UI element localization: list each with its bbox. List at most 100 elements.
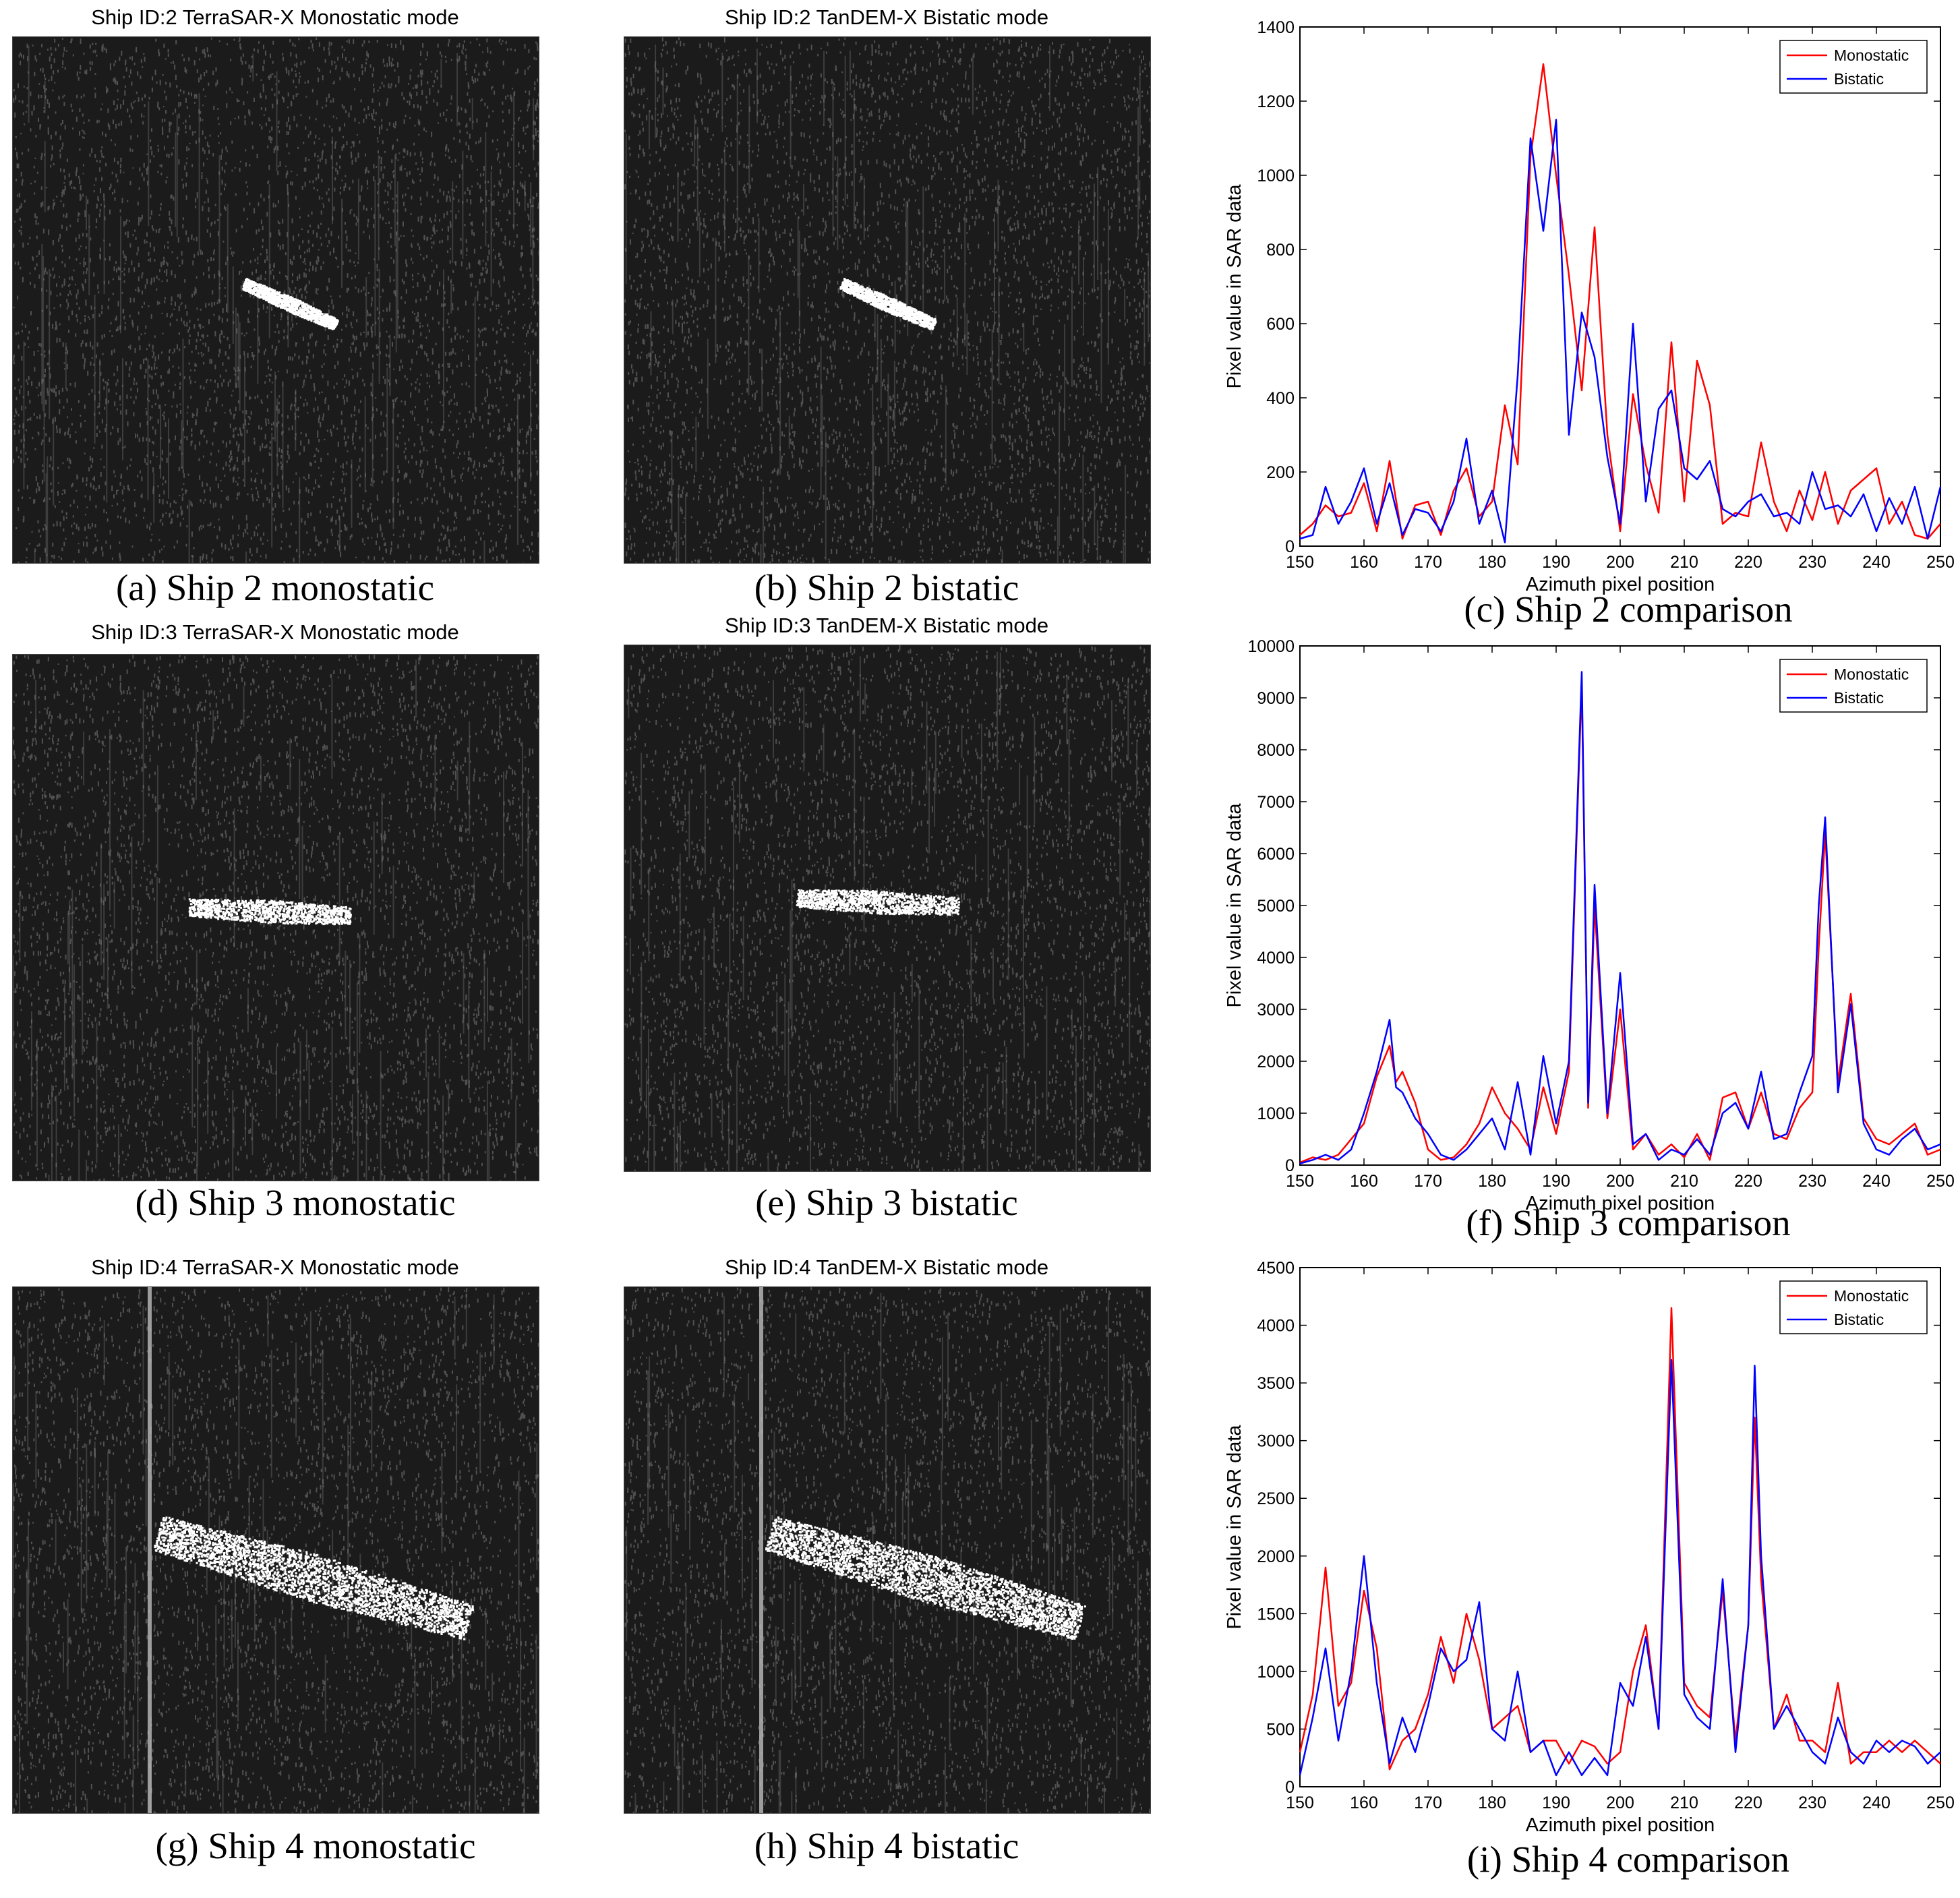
legend-label: Monostatic [1834,665,1909,683]
y-tick-label: 4000 [1257,949,1295,968]
ship-target [154,1516,475,1640]
x-tick-label: 160 [1350,1172,1378,1191]
legend-label: Monostatic [1834,47,1909,64]
sar-canvas [13,1287,539,1813]
chart-svg: 150 160 170 180 190 200 210 220 230 240 2500500100… [1224,1259,1955,1836]
plot-area [1299,26,1941,547]
x-tick-label: 230 [1798,553,1827,572]
y-tick-label: 0 [1285,1778,1295,1797]
chart-svg: 150 160 170 180 190 200 210 220 230 240 250 0 1000 20… [1224,637,1955,1214]
legend-box [1779,1280,1928,1334]
y-tick-label: 5000 [1257,897,1295,916]
caption-e: (e) Ship 3 bistatic [755,1182,1018,1223]
x-tick-label: 170 [1414,1793,1442,1812]
x-tick-label: 240 [1862,1793,1891,1812]
y-tick-label: 8000 [1257,741,1295,760]
y-tick-label: 4000 [1257,1317,1295,1336]
y-tick-label: 0 [1285,537,1295,556]
x-axis-label: Azimuth pixel position [1526,1814,1715,1836]
y-tick-label: 3500 [1257,1374,1295,1393]
x-tick-label: 150 [1286,553,1314,572]
y-tick-label: 1000 [1257,1104,1295,1123]
x-axis-label: Azimuth pixel position [1526,1193,1715,1214]
sar-canvas [624,37,1150,563]
plot-area [1299,1267,1941,1787]
x-tick-label: 240 [1862,1172,1891,1191]
x-tick-label: 200 [1606,1172,1634,1191]
x-axis-label: Azimuth pixel position [1526,574,1715,595]
x-tick-label: 240 [1862,553,1891,572]
sar-background [624,1287,1150,1813]
x-tick-label: 160 [1350,553,1378,572]
sar-canvas [624,1287,1150,1813]
y-tick-label: 1000 [1257,167,1295,185]
caption-g: (g) Ship 4 monostatic [155,1825,476,1866]
x-tick-label: 180 [1478,1793,1506,1812]
series-line-bistatic [1299,1359,1941,1777]
ship-target [188,898,352,926]
ship-target [242,278,339,330]
chart-ship2-comparison: 150 160 170 180 190 200 210 220 230 240 250 0 200 400… [1207,13,1960,607]
y-tick-label: 6000 [1257,845,1295,864]
x-tick-label: 160 [1350,1793,1378,1812]
x-tick-label: 250 [1926,1793,1955,1812]
sar-bright-streak [148,1287,152,1813]
series-line-bistatic [1299,119,1942,543]
y-axis-label: Pixel value in SAR data [1224,1425,1245,1630]
y-tick-label: 200 [1266,463,1295,482]
x-tick-label: 250 [1926,553,1955,572]
y-tick-label: 1000 [1257,1663,1295,1682]
y-tick-label: 9000 [1257,689,1295,708]
x-tick-label: 220 [1734,1793,1762,1812]
y-tick-label: 800 [1266,241,1295,260]
sar-canvas [13,37,539,563]
x-tick-label: 180 [1478,553,1506,572]
ship-target [839,278,937,330]
x-tick-label: 210 [1670,553,1698,572]
y-tick-label: 600 [1266,315,1295,334]
x-tick-label: 230 [1798,1172,1827,1191]
y-tick-label: 3000 [1257,1432,1295,1451]
caption-i: (i) Ship 4 comparison [1466,1839,1790,1880]
ship-target [796,889,961,916]
x-tick-label: 210 [1670,1793,1698,1812]
x-tick-label: 190 [1542,1172,1570,1191]
chart-ship4-comparison: 150 160 170 180 190 200 210 220 230 240 250 0 500 100… [1207,1254,1960,1847]
legend-label: Bistatic [1834,1311,1884,1328]
x-tick-label: 200 [1606,1793,1634,1812]
panel-title-e: Ship ID:3 TanDEM-X Bistatic mode [724,614,1049,637]
caption-c: (c) Ship 2 comparison [1464,589,1793,630]
x-tick-label: 220 [1734,553,1762,572]
x-tick-label: 220 [1734,1172,1762,1191]
legend-box [1779,40,1928,94]
y-tick-label: 500 [1266,1720,1295,1739]
sar-image-ship4-monostatic [12,1286,539,1814]
sar-image-ship3-monostatic [12,654,539,1181]
y-tick-label: 10000 [1247,637,1295,656]
panel-title-h: Ship ID:4 TanDEM-X Bistatic mode [724,1255,1049,1279]
y-tick-label: 2000 [1257,1052,1295,1071]
x-tick-label: 210 [1670,1172,1698,1191]
y-tick-label: 4500 [1257,1259,1295,1278]
x-tick-label: 150 [1286,1172,1314,1191]
ship-target [765,1516,1086,1640]
sar-canvas [13,655,539,1181]
panel-title-a: Ship ID:2 TerraSAR-X Monostatic mode [91,5,459,29]
x-tick-label: 150 [1286,1793,1314,1812]
sar-image-ship2-monostatic [12,36,539,564]
y-tick-label: 2000 [1257,1547,1295,1566]
legend-label: Monostatic [1834,1287,1909,1305]
caption-h: (h) Ship 4 bistatic [754,1825,1019,1866]
y-tick-label: 7000 [1257,793,1295,812]
y-axis-label: Pixel value in SAR data [1224,803,1245,1008]
x-tick-label: 250 [1926,1172,1955,1191]
series-line-bistatic [1299,671,1941,1164]
y-tick-label: 2500 [1257,1489,1295,1508]
sar-canvas [624,645,1150,1171]
y-tick-label: 0 [1285,1156,1295,1175]
sar-streaks [625,45,1150,563]
panel-title-b: Ship ID:2 TanDEM-X Bistatic mode [724,5,1049,29]
y-tick-label: 1400 [1257,18,1295,37]
sar-image-ship4-bistatic [624,1286,1151,1814]
y-tick-label: 400 [1266,389,1295,408]
